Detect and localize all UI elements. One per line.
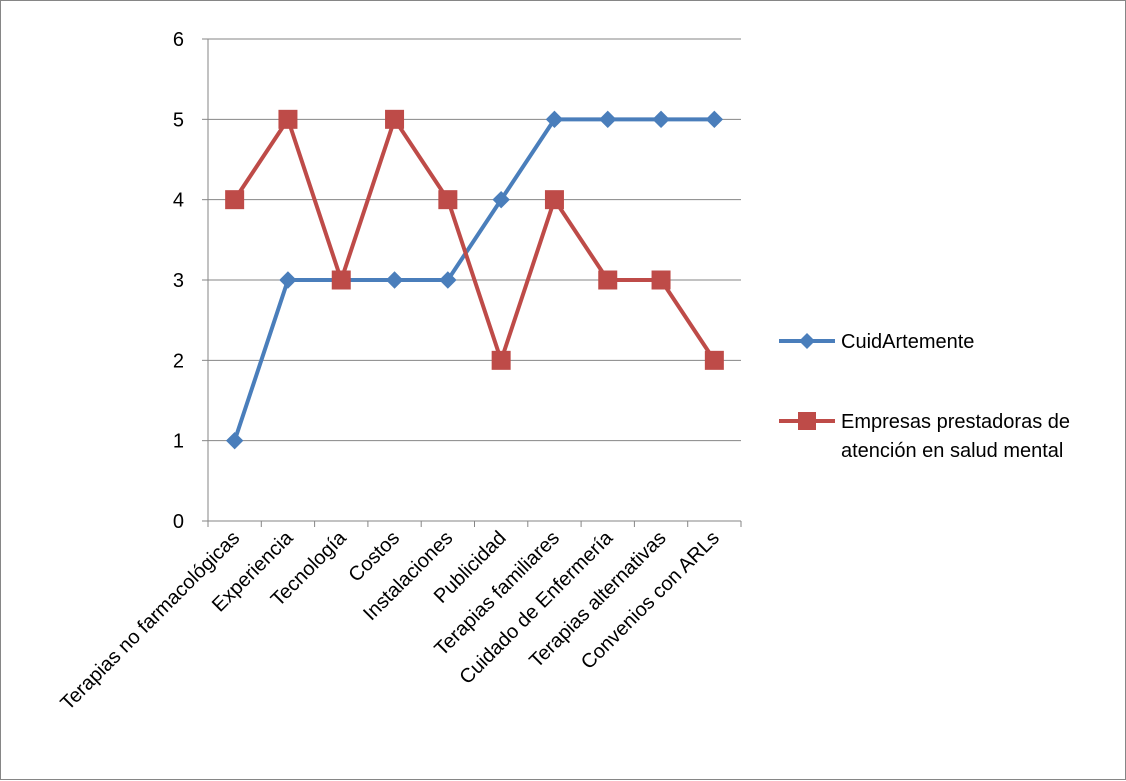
data-point: [278, 109, 298, 129]
series-markers: [225, 109, 724, 450]
y-tick-label: 6: [173, 29, 184, 51]
y-tick-label: 2: [173, 350, 184, 372]
data-point: [599, 110, 617, 129]
data-point: [705, 110, 724, 129]
data-point: [492, 190, 510, 209]
data-point: [385, 271, 404, 289]
data-point: [651, 270, 671, 290]
series-line: [232, 117, 715, 442]
y-tick-label: 0: [173, 511, 184, 533]
y-tick-label: 3: [173, 270, 184, 292]
legend-swatch-marker: [799, 333, 815, 349]
series-lines: [232, 117, 717, 442]
legend-label: Empresas prestadoras de atención en salud…: [841, 411, 1070, 462]
data-point: [598, 270, 618, 290]
data-point: [385, 109, 405, 129]
data-point: [544, 190, 564, 210]
data-point: [279, 271, 297, 289]
data-point: [225, 190, 245, 210]
y-tick-label: 4: [173, 190, 184, 212]
data-point: [545, 110, 564, 129]
series-line: [232, 117, 717, 363]
data-point: [704, 350, 724, 370]
legend-label-line: atención en salud mental: [841, 440, 1063, 462]
y-tick-label: 5: [173, 109, 184, 131]
legend-label: CuidArtemente: [841, 331, 974, 353]
legend-label-line: Empresas prestadoras de: [841, 411, 1070, 433]
legend: CuidArtemente Empresas prestadoras de aten…: [779, 331, 1070, 462]
data-point: [439, 271, 457, 289]
x-tick-label: Terapias no farmacológicas: [56, 527, 244, 715]
data-point: [331, 270, 351, 290]
data-point: [652, 110, 670, 129]
data-point: [491, 350, 511, 370]
data-point: [225, 431, 244, 450]
y-tick-label: 1: [173, 431, 184, 453]
data-point: [438, 190, 458, 210]
legend-swatch-marker: [798, 412, 816, 430]
